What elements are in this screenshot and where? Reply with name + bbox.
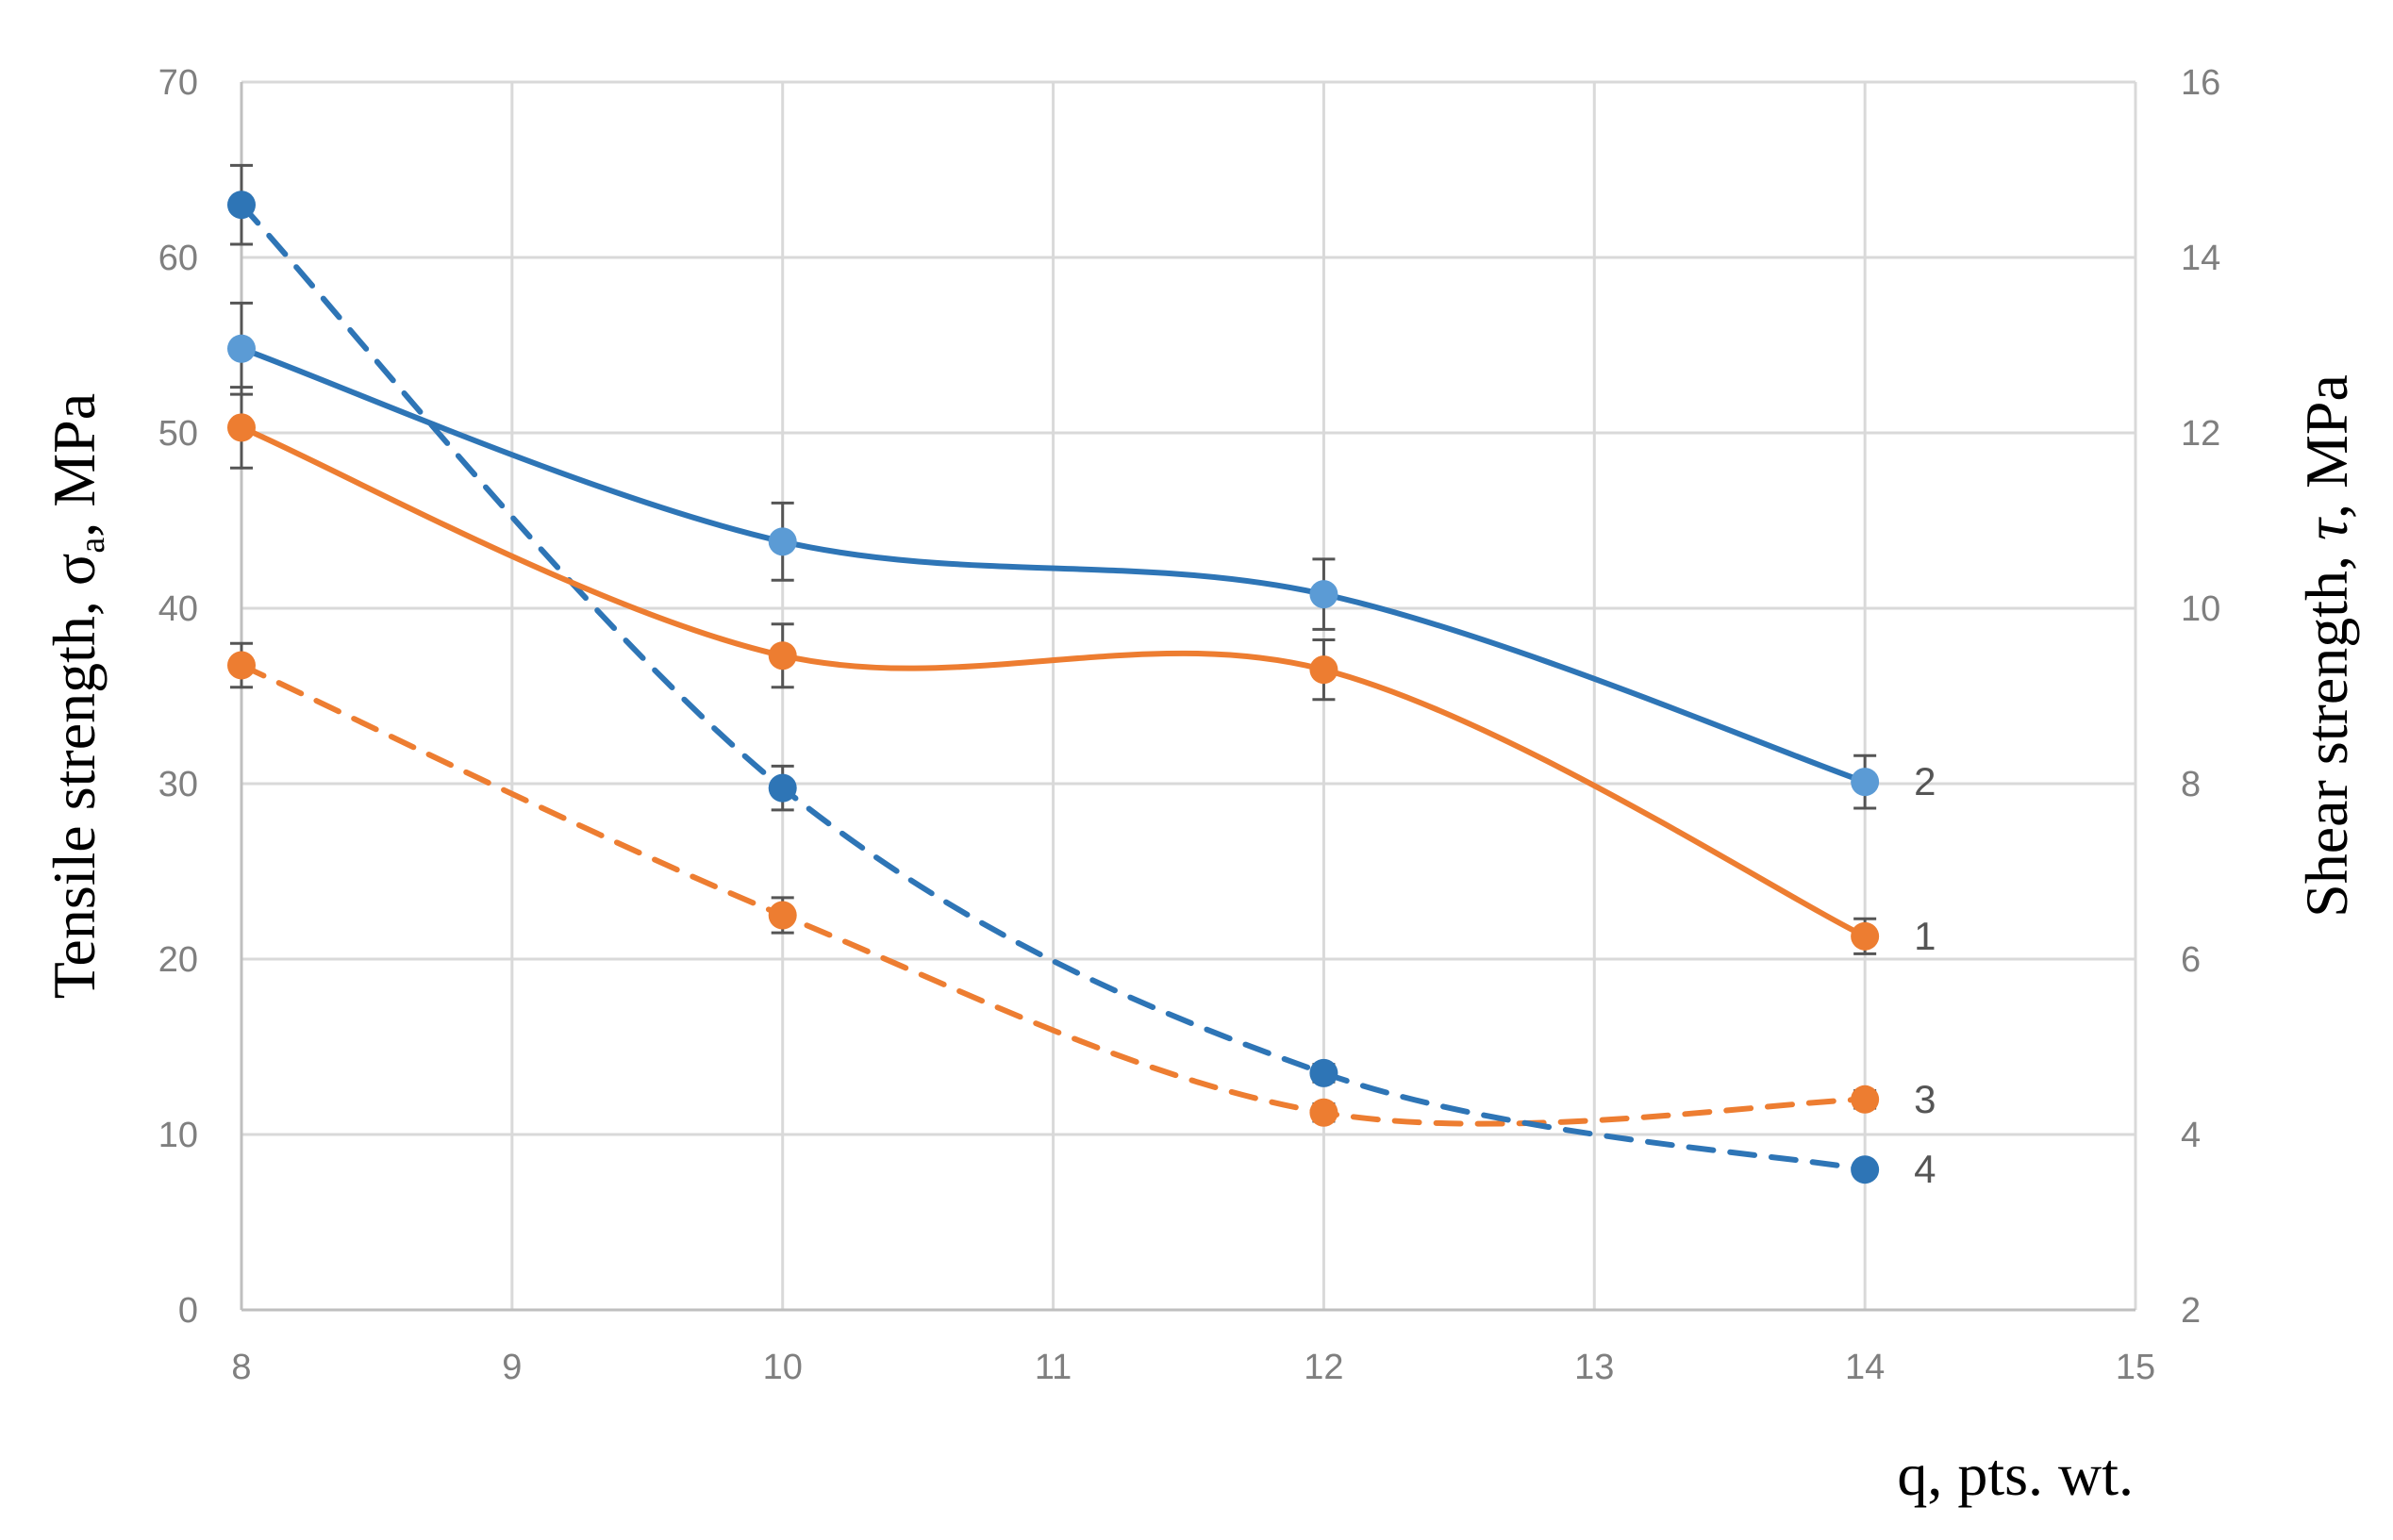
right-axis-title: Shear strength, τ, MPa [2293, 374, 2360, 918]
data-point [768, 527, 797, 556]
data-point [1309, 580, 1338, 609]
x-tick-label: 11 [1035, 1348, 1072, 1387]
left-axis-title-main: Tensile strength, [41, 586, 108, 999]
x-axis-title: q, pts. wt. [1897, 1441, 2134, 1508]
series-label-3: 3 [1914, 1077, 1936, 1121]
x-tick-label: 10 [763, 1348, 803, 1387]
left-axis-title-subscript: a [73, 538, 112, 554]
series-line [239, 202, 1869, 1173]
data-point [1309, 1098, 1338, 1127]
data-point [1851, 1085, 1880, 1114]
axes [240, 82, 2135, 1312]
left-tick-label: 40 [158, 589, 198, 629]
right-tick-label: 4 [2181, 1116, 2201, 1155]
gridlines [241, 80, 2137, 1310]
series-4 [227, 163, 1880, 1184]
data-point [768, 641, 797, 671]
series-label-4: 4 [1914, 1147, 1936, 1191]
left-tick-label: 60 [158, 239, 198, 278]
data-point [1851, 921, 1880, 951]
left-axis-title: Tensile strength, σa, MPa [41, 393, 112, 999]
x-tick-label: 12 [1304, 1348, 1343, 1387]
x-tick-label: 8 [231, 1348, 251, 1387]
series-line [239, 345, 1869, 786]
left-tick-label: 20 [158, 940, 198, 980]
data-point [1851, 1155, 1880, 1184]
right-tick-label: 8 [2181, 765, 2201, 804]
series-line [239, 424, 1869, 939]
left-tick-label: 0 [178, 1291, 198, 1331]
data-point [1309, 655, 1338, 685]
right-axis-title-symbol: τ [2293, 517, 2360, 540]
right-tick-label: 16 [2181, 63, 2220, 103]
left-axis-title-unit: , MPa [41, 393, 108, 538]
series-label-1: 1 [1914, 914, 1936, 958]
series [227, 163, 1880, 1184]
right-tick-label: 14 [2181, 239, 2220, 278]
right-tick-label: 6 [2181, 940, 2201, 980]
x-tick-label: 9 [502, 1348, 522, 1387]
series-labels: 3 4 1 2 [1914, 759, 1936, 1191]
left-tick-label: 10 [158, 1116, 198, 1155]
x-tick-label: 13 [1574, 1348, 1614, 1387]
series-1 [227, 386, 1880, 955]
left-tick-label: 70 [158, 63, 198, 103]
x-tick-label: 14 [1845, 1348, 1885, 1387]
series-line [239, 662, 1869, 1127]
right-tick-label: 12 [2181, 414, 2220, 454]
left-axis-title-symbol: σ [41, 554, 108, 587]
series-2 [227, 301, 1880, 810]
data-point [768, 773, 797, 803]
x-tick-label: 15 [2116, 1348, 2155, 1387]
right-axis-title-unit: , MPa [2293, 374, 2360, 519]
left-tick-label: 50 [158, 414, 198, 454]
data-point [227, 334, 256, 363]
data-point [1309, 1058, 1338, 1087]
data-point [227, 413, 256, 442]
data-point [227, 651, 256, 680]
data-point [1851, 768, 1880, 797]
data-point [227, 190, 256, 220]
data-point [768, 901, 797, 930]
right-tick-label: 2 [2181, 1291, 2201, 1331]
left-tick-label: 30 [158, 765, 198, 804]
right-tick-label: 10 [2181, 589, 2220, 629]
series-label-2: 2 [1914, 759, 1936, 803]
series-3 [227, 641, 1880, 1127]
right-axis-title-main: Shear strength, [2293, 540, 2360, 918]
